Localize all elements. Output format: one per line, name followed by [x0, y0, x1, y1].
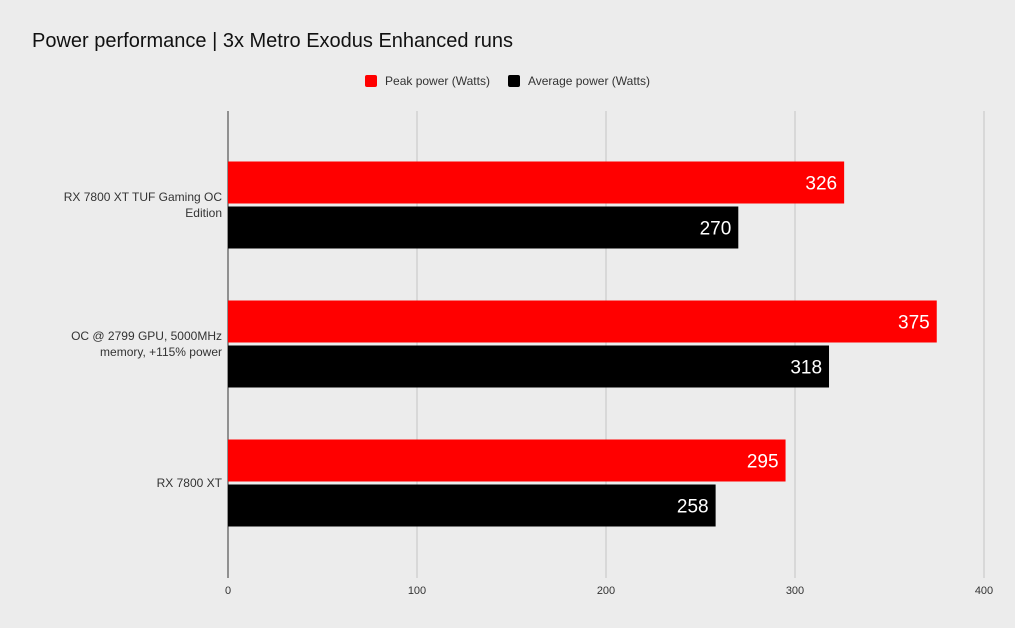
legend: Peak power (Watts) Average power (Watts): [0, 74, 1015, 88]
bar-peak-power: [228, 300, 937, 343]
x-tick-label: 0: [225, 585, 231, 597]
bar-value-label: 295: [747, 452, 779, 473]
category-label: OC @ 2799 GPU, 5000MHz memory, +115% powe…: [71, 329, 222, 359]
legend-item-peak-power: Peak power (Watts): [365, 74, 490, 88]
x-tick-label: 100: [408, 585, 426, 597]
bar-average-power: [228, 345, 830, 388]
x-tick-label: 400: [975, 585, 993, 597]
legend-swatch-average-power: [507, 75, 520, 87]
chart-title: Power performance | 3x Metro Exodus Enha…: [32, 30, 513, 52]
bar-peak-power: [228, 439, 786, 482]
bar-average-power: [228, 206, 739, 249]
bar-value-label: 375: [898, 313, 930, 334]
bar-value-label: 270: [700, 219, 732, 240]
bar-average-power: [228, 484, 716, 527]
legend-label-peak-power: Peak power (Watts): [385, 74, 490, 88]
legend-item-average-power: Average power (Watts): [507, 74, 650, 88]
bar-value-label: 326: [805, 174, 837, 195]
bar-peak-power: [228, 161, 845, 204]
legend-label-average-power: Average power (Watts): [527, 74, 650, 88]
legend-swatch-peak-power: [365, 75, 378, 87]
x-tick-label: 300: [786, 585, 804, 597]
x-tick-label: 200: [597, 585, 615, 597]
bar-value-label: 258: [677, 497, 709, 518]
bar-value-label: 318: [790, 358, 822, 379]
category-label: RX 7800 XT TUF Gaming OC Edition: [64, 190, 223, 220]
category-label: RX 7800 XT: [157, 476, 223, 490]
